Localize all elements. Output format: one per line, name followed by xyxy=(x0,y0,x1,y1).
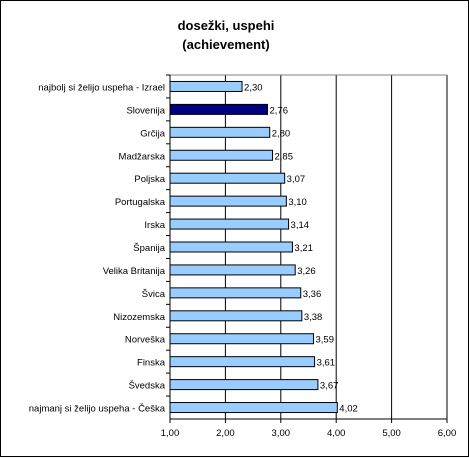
category-label: Finska xyxy=(137,358,166,369)
bar xyxy=(169,126,271,138)
category-label: Grčija xyxy=(140,128,166,139)
bar xyxy=(169,402,338,414)
value-label: 2,80 xyxy=(272,128,291,139)
value-label: 2,76 xyxy=(270,105,289,116)
category-label: Irska xyxy=(144,220,165,231)
category-label: Španija xyxy=(133,243,165,254)
category-label: najmanj si želijo uspeha - Češka xyxy=(29,404,166,415)
value-label: 2,85 xyxy=(274,151,293,162)
bar xyxy=(169,218,290,230)
category-label: Poljska xyxy=(134,174,165,185)
bar xyxy=(169,379,319,391)
category-label: najbolj si želijo uspeha - Izrael xyxy=(38,82,165,93)
bar xyxy=(169,241,293,253)
value-label: 3,36 xyxy=(303,289,322,300)
category-label: Slovenija xyxy=(126,105,165,116)
value-label: 3,21 xyxy=(294,243,313,254)
bar xyxy=(169,103,269,115)
category-label: Norveška xyxy=(125,335,166,346)
value-label: 3,67 xyxy=(320,381,339,392)
bar xyxy=(169,333,314,345)
bar xyxy=(169,195,287,207)
bar xyxy=(169,310,303,322)
bar xyxy=(169,149,273,161)
x-tick-label: 6,00 xyxy=(438,428,457,439)
value-label: 3,26 xyxy=(297,266,316,277)
value-label: 3,07 xyxy=(287,174,306,185)
value-label: 3,38 xyxy=(304,312,323,323)
category-label: Švedska xyxy=(129,381,166,392)
bar xyxy=(169,264,296,276)
value-label: 2,30 xyxy=(244,82,263,93)
bar xyxy=(169,172,286,184)
x-tick-label: 2,00 xyxy=(216,428,235,439)
value-label: 3,61 xyxy=(317,358,336,369)
value-label: 3,59 xyxy=(315,335,334,346)
bar xyxy=(169,80,243,92)
x-tick-label: 1,00 xyxy=(161,428,180,439)
category-label: Madžarska xyxy=(119,151,166,162)
bar xyxy=(169,356,316,368)
category-label: Nizozemska xyxy=(113,312,165,323)
value-label: 4,02 xyxy=(339,404,358,415)
value-label: 3,10 xyxy=(288,197,307,208)
x-tick-label: 4,00 xyxy=(327,428,346,439)
bar xyxy=(169,287,302,299)
chart-title-line-2: (achievement) xyxy=(182,37,269,52)
x-tick-label: 5,00 xyxy=(382,428,401,439)
value-label: 3,14 xyxy=(291,220,310,231)
chart-title-line-1: dosežki, uspehi xyxy=(178,18,275,33)
category-label: Velika Britanija xyxy=(103,266,166,277)
category-label: Portugalska xyxy=(115,197,166,208)
category-label: Švica xyxy=(142,289,166,300)
plot-area: najbolj si želijo uspeha - Izrael 2,30 Slo… xyxy=(29,74,457,439)
x-tick-label: 3,00 xyxy=(272,428,291,439)
